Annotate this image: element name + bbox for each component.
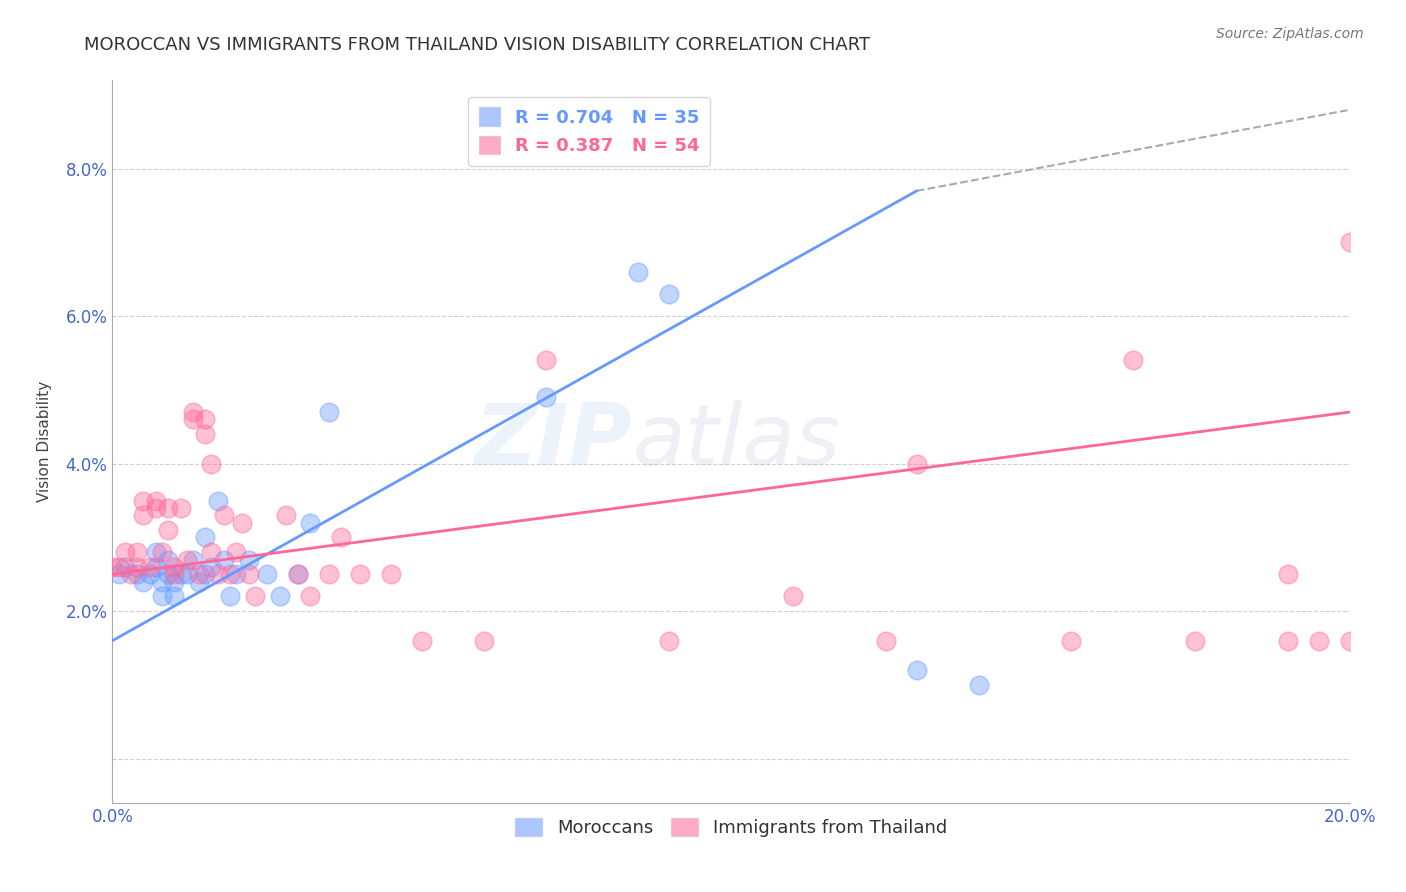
Point [132,493,155,508]
Point [534,390,557,404]
Point [1308,633,1330,648]
Point [1184,633,1206,648]
Point [1277,633,1299,648]
Point [349,567,371,582]
Point [127,567,149,582]
Point [176,567,198,582]
Point [875,633,897,648]
Text: ZIP: ZIP [474,400,633,483]
Point [967,678,990,692]
Point [194,427,217,442]
Point [219,567,242,582]
Point [534,353,557,368]
Point [132,574,155,589]
Point [163,560,186,574]
Point [207,567,229,582]
Point [238,567,260,582]
Point [181,405,204,419]
Point [782,590,804,604]
Point [212,552,235,566]
Point [905,663,928,677]
Point [145,545,167,559]
Point [1122,353,1144,368]
Point [212,508,235,523]
Point [145,500,167,515]
Point [120,567,142,582]
Point [176,552,198,566]
Point [627,265,650,279]
Point [169,567,191,582]
Point [269,590,291,604]
Point [181,412,204,426]
Point [150,574,173,589]
Point [225,567,247,582]
Point [299,590,322,604]
Point [200,560,222,574]
Point [905,457,928,471]
Point [330,530,353,544]
Point [188,567,211,582]
Point [380,567,402,582]
Point [318,567,340,582]
Point [1339,633,1361,648]
Point [150,545,173,559]
Point [200,545,222,559]
Point [145,493,167,508]
Point [132,508,155,523]
Point [299,516,322,530]
Point [1060,633,1083,648]
Point [107,560,129,574]
Point [194,530,217,544]
Point [114,560,136,574]
Point [219,590,242,604]
Point [658,633,681,648]
Point [145,560,167,574]
Point [138,560,160,574]
Point [256,567,278,582]
Point [658,287,681,301]
Point [472,633,495,648]
Point [150,590,173,604]
Point [157,567,180,582]
Text: Source: ZipAtlas.com: Source: ZipAtlas.com [1216,27,1364,41]
Legend: Moroccans, Immigrants from Thailand: Moroccans, Immigrants from Thailand [508,811,955,845]
Point [181,552,204,566]
Point [138,567,160,582]
Point [163,567,186,582]
Point [200,457,222,471]
Point [194,567,217,582]
Point [163,590,186,604]
Point [107,567,129,582]
Point [157,552,180,566]
Point [188,574,211,589]
Point [157,523,180,537]
Point [207,493,229,508]
Point [127,560,149,574]
Point [274,508,297,523]
Point [1339,235,1361,250]
Point [157,500,180,515]
Text: atlas: atlas [633,400,841,483]
Point [243,590,266,604]
Point [127,545,149,559]
Point [287,567,309,582]
Text: MOROCCAN VS IMMIGRANTS FROM THAILAND VISION DISABILITY CORRELATION CHART: MOROCCAN VS IMMIGRANTS FROM THAILAND VIS… [84,36,870,54]
Point [238,552,260,566]
Y-axis label: Vision Disability: Vision Disability [37,381,52,502]
Point [225,545,247,559]
Point [169,500,191,515]
Point [318,405,340,419]
Point [101,560,124,574]
Point [231,516,253,530]
Point [287,567,309,582]
Point [411,633,433,648]
Point [1277,567,1299,582]
Point [194,412,217,426]
Point [163,574,186,589]
Point [114,545,136,559]
